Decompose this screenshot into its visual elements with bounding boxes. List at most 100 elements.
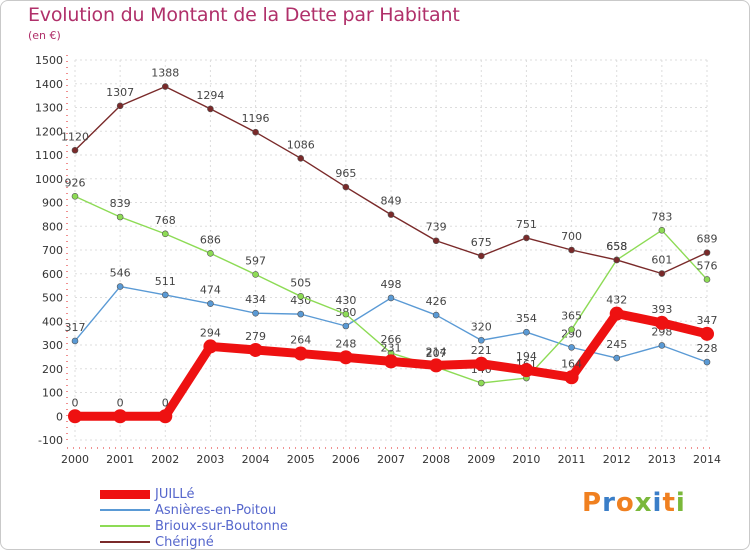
data-label: 434 <box>245 293 266 306</box>
data-label: 221 <box>471 344 492 357</box>
data-point <box>252 309 259 317</box>
legend-label: JUILLé <box>155 486 195 502</box>
legend-item: Chérigné <box>100 534 288 550</box>
x-tick-label: 2007 <box>377 453 405 466</box>
data-label: 498 <box>381 278 402 291</box>
data-point <box>523 328 530 336</box>
data-point <box>116 283 124 290</box>
data-point <box>252 271 259 278</box>
data-point <box>703 249 711 256</box>
data-point <box>432 311 440 319</box>
data-label: 207 <box>426 347 447 360</box>
data-label: 965 <box>335 167 356 180</box>
data-point <box>658 342 666 349</box>
data-label: 426 <box>426 295 447 308</box>
y-tick-label: 100 <box>42 387 63 400</box>
x-tick-label: 2004 <box>242 453 270 466</box>
x-tick-label: 2012 <box>603 453 631 466</box>
data-label: 393 <box>651 303 672 316</box>
data-point <box>568 326 575 333</box>
x-tick-label: 2006 <box>332 453 360 466</box>
data-label: 839 <box>110 197 131 210</box>
x-tick-label: 2000 <box>61 453 89 466</box>
data-label: 601 <box>651 254 672 267</box>
data-point <box>293 346 308 361</box>
y-tick-label: 1300 <box>35 102 63 115</box>
data-label: 228 <box>697 342 718 355</box>
data-point <box>207 300 214 307</box>
data-label: 597 <box>245 254 266 267</box>
legend-swatch <box>100 541 150 543</box>
data-label: 264 <box>290 334 311 347</box>
legend-swatch <box>100 489 150 499</box>
y-tick-label: 1200 <box>35 125 63 138</box>
data-label: 194 <box>516 350 537 363</box>
y-tick-label: 1400 <box>35 78 63 91</box>
data-point <box>297 293 305 300</box>
x-tick-label: 2011 <box>558 453 586 466</box>
data-point <box>474 356 489 371</box>
legend-swatch <box>100 509 150 511</box>
data-label: 1196 <box>242 112 270 125</box>
chart-legend: JUILLé Asnières-en-Poitou Brioux-sur-Bouto… <box>100 486 288 550</box>
data-label: 432 <box>606 294 627 307</box>
x-tick-label: 2014 <box>693 453 721 466</box>
data-point <box>700 326 714 341</box>
data-point <box>338 350 353 365</box>
x-tick-label: 2009 <box>467 453 495 466</box>
legend-item: JUILLé <box>100 486 288 502</box>
y-tick-label: 1500 <box>35 54 63 67</box>
y-tick-label: 200 <box>42 363 63 376</box>
x-tick-label: 2013 <box>648 453 676 466</box>
data-point <box>658 270 666 277</box>
data-label: 849 <box>381 195 402 208</box>
data-label: 675 <box>471 236 492 249</box>
data-label: 1120 <box>61 130 89 143</box>
y-tick-label: 800 <box>42 220 63 233</box>
data-label: 365 <box>561 310 582 323</box>
data-label: 658 <box>606 240 627 253</box>
legend-label: Brioux-sur-Boutonne <box>155 518 288 534</box>
data-point <box>203 339 218 354</box>
data-point <box>207 105 214 113</box>
data-point <box>654 315 669 330</box>
y-tick-label: 700 <box>42 244 63 257</box>
data-point <box>342 310 350 318</box>
data-label: 231 <box>381 341 402 354</box>
data-label: 505 <box>290 276 311 289</box>
data-label: 245 <box>606 338 627 351</box>
data-label: 926 <box>65 176 86 189</box>
data-label: 294 <box>200 326 221 339</box>
legend-label: Chérigné <box>155 534 214 550</box>
data-label: 576 <box>697 259 718 272</box>
data-point <box>432 237 440 245</box>
data-label: 511 <box>155 275 176 288</box>
data-point <box>477 336 485 344</box>
data-point <box>161 230 169 238</box>
data-point <box>703 276 711 283</box>
x-tick-label: 2002 <box>151 453 179 466</box>
y-tick-label: -100 <box>38 434 63 447</box>
y-tick-label: 1100 <box>35 149 63 162</box>
data-point <box>252 128 259 136</box>
data-label: 0 <box>72 396 79 409</box>
data-point <box>429 358 444 373</box>
y-tick-label: 500 <box>42 292 63 305</box>
chart-subtitle: (en €) <box>28 29 61 42</box>
data-point <box>384 354 398 369</box>
data-point <box>68 409 82 424</box>
data-point <box>613 256 621 264</box>
data-label: 430 <box>335 294 356 307</box>
data-point <box>113 409 128 424</box>
data-point <box>342 322 350 330</box>
data-point <box>477 252 485 260</box>
data-label: 686 <box>200 233 221 246</box>
y-tick-label: 900 <box>42 197 63 210</box>
x-tick-label: 2003 <box>196 453 224 466</box>
data-label: 164 <box>561 357 582 370</box>
data-point <box>297 310 305 318</box>
data-label: 739 <box>426 221 447 234</box>
data-point <box>116 102 124 110</box>
legend-label: Asnières-en-Poitou <box>155 502 277 518</box>
